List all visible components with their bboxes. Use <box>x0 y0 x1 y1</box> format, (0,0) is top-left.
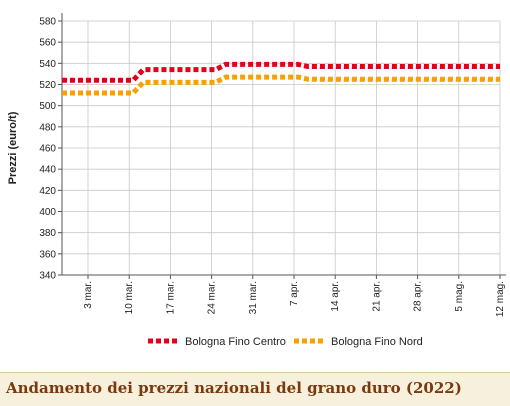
x-tick-labels: 3 mar. 10 mar. 17 mar. 24 mar. 31 mar. 7 apr.… <box>83 281 506 317</box>
y-tick-label: 540 <box>39 59 56 70</box>
series-lines <box>62 61 500 96</box>
legend-label-bologna-fino-nord: Bologna Fino Nord <box>331 336 423 348</box>
y-tick-label: 520 <box>39 80 56 91</box>
y-tick-label: 440 <box>39 165 56 176</box>
x-tick-label: 17 mar. <box>165 281 176 314</box>
y-axis-label: Prezzi (euro/t) <box>7 111 19 184</box>
x-tick-label: 21 apr. <box>371 281 382 312</box>
axes <box>61 13 506 276</box>
chart-caption-bar: Andamento dei prezzi nazionali del grano… <box>0 372 510 406</box>
y-tick-label: 420 <box>39 186 56 197</box>
x-tick-label: 5 mag. <box>454 281 465 312</box>
y-tick-label: 380 <box>39 228 56 239</box>
legend: Bologna Fino Centro Bologna Fino Nord <box>148 336 423 348</box>
y-tick-label: 500 <box>39 101 56 112</box>
x-tick-label: 24 mar. <box>207 281 218 314</box>
y-tick-label: 560 <box>39 38 56 49</box>
y-tick-label: 400 <box>39 207 56 218</box>
legend-label-bologna-fino-centro: Bologna Fino Centro <box>185 336 286 348</box>
x-tick-label: 31 mar. <box>248 281 259 314</box>
y-tick-labels: 340 360 380 400 420 440 460 480 500 520 540 560 580 <box>39 17 56 282</box>
y-tick-label: 460 <box>39 144 56 155</box>
y-tick-label: 580 <box>39 17 56 28</box>
x-tick-label: 7 apr. <box>289 281 300 306</box>
x-tick-label: 12 mag. <box>495 281 506 317</box>
x-tick-label: 3 mar. <box>83 281 94 309</box>
grid-lines <box>58 20 501 279</box>
x-tick-label: 10 mar. <box>124 281 135 314</box>
x-tick-label: 14 apr. <box>330 281 341 312</box>
y-tick-label: 360 <box>39 249 56 260</box>
line-chart: 340360380400420440460480500520540560580 … <box>7 13 506 348</box>
y-tick-label: 340 <box>39 271 56 282</box>
x-tick-label: 28 apr. <box>413 281 424 312</box>
chart-caption: Andamento dei prezzi nazionali del grano… <box>6 379 462 397</box>
y-tick-label: 480 <box>39 122 56 133</box>
